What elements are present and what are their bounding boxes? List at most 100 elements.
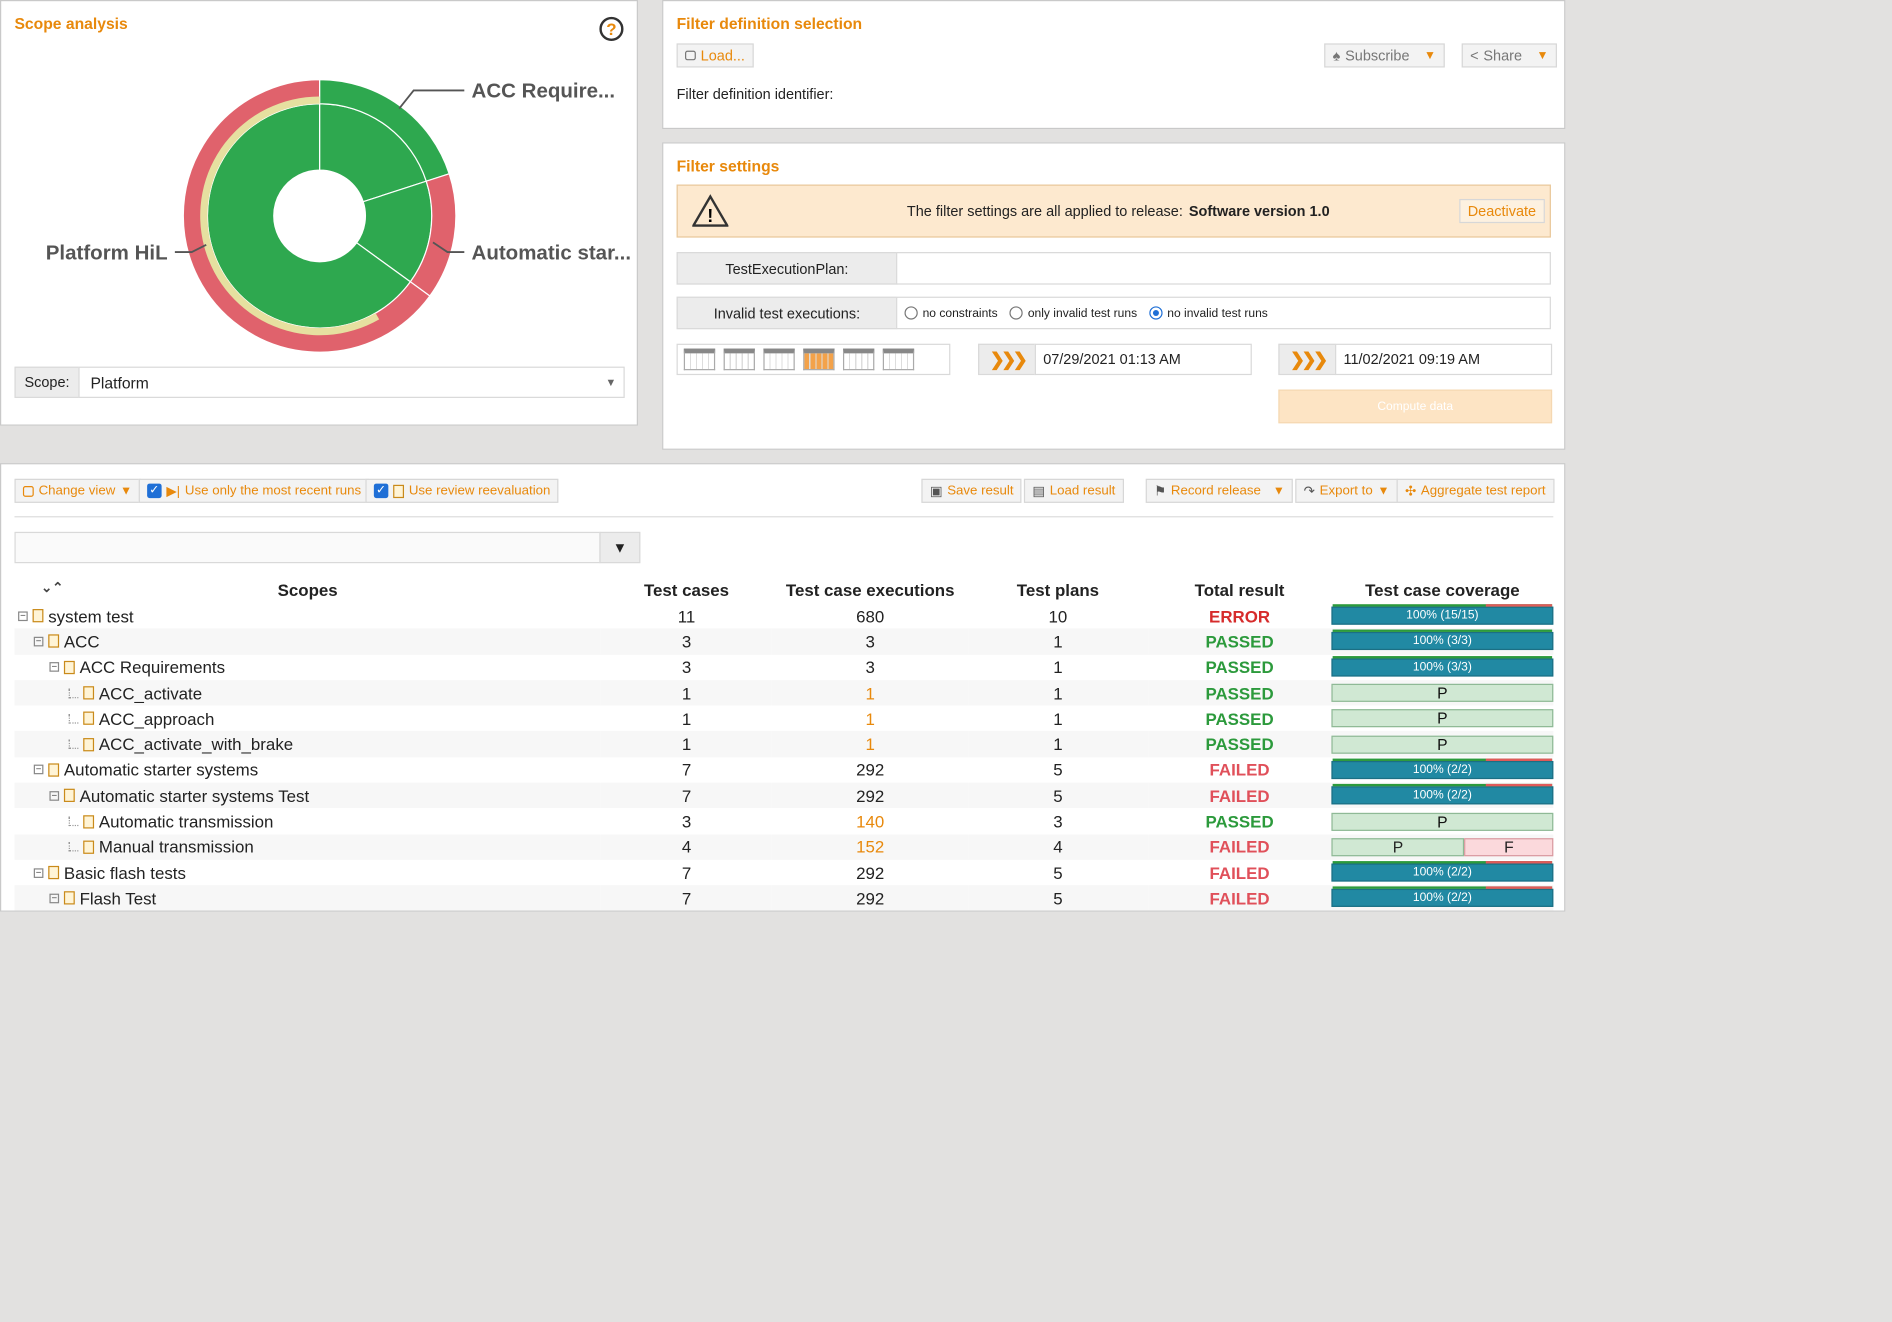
collapse-toggle-icon[interactable]: − (18, 610, 28, 621)
table-row[interactable]: ACC_activate 1 1 1 PASSED P (14, 680, 1554, 706)
test-cases-cell: 7 (681, 760, 692, 780)
executions-cell[interactable]: 292 (856, 760, 885, 780)
executions-cell[interactable]: 3 (865, 657, 875, 677)
review-reevaluation-toggle[interactable]: ✓ Use review reevaluation (365, 478, 559, 503)
scope-cell[interactable]: Automatic transmission (14, 808, 600, 834)
coverage-bar: 100% (2/2) (1331, 861, 1554, 882)
scope-cell[interactable]: − Automatic starter systems (14, 757, 600, 783)
radio-no-invalid[interactable]: no invalid test runs (1149, 305, 1268, 320)
executions-cell[interactable]: 152 (772, 834, 969, 860)
collapse-toggle-icon[interactable]: − (49, 893, 60, 904)
review-reeval-label: Use review reevaluation (408, 483, 551, 499)
executions-cell[interactable]: 292 (772, 885, 969, 911)
aggregate-label: Aggregate test report (1420, 483, 1546, 499)
change-view-button[interactable]: Change view ▼ (14, 478, 141, 503)
executions-cell[interactable]: 140 (856, 811, 885, 831)
test-plans-cell: 3 (968, 911, 1148, 912)
table-row[interactable]: − Flash Test 7 292 5 FAILED 100% (2/2) (14, 885, 1554, 911)
load-result-button[interactable]: ▤ Load result (1023, 478, 1124, 503)
warning-release: Software version 1.0 (1188, 202, 1330, 220)
calendar-month-icon[interactable] (803, 348, 835, 371)
radio-only-invalid[interactable]: only invalid test runs (1009, 305, 1137, 320)
col-coverage[interactable]: Test case coverage (1365, 580, 1520, 600)
calendar-quarter-icon[interactable] (842, 348, 875, 371)
executions-cell[interactable]: 292 (856, 863, 885, 883)
scope-cell[interactable]: ACC_approach (14, 706, 600, 732)
radio-no-constraints[interactable]: no constraints (904, 305, 998, 320)
scope-cell[interactable]: ACC_activate (14, 680, 601, 706)
filter-icon[interactable]: ▼ (599, 531, 641, 564)
executions-cell[interactable]: 1 (772, 731, 969, 758)
col-total-result[interactable]: Total result (1194, 580, 1285, 600)
deactivate-button[interactable]: Deactivate (1459, 198, 1545, 224)
col-test-cases[interactable]: Test cases (643, 580, 730, 600)
share-button[interactable]: < Share ▼ (1461, 43, 1557, 68)
test-execution-plan-field[interactable] (896, 252, 1551, 285)
expand-all-icon[interactable]: ⌄⌃ (41, 581, 64, 596)
executions-cell[interactable]: 1 (772, 680, 969, 706)
executions-cell[interactable]: 292 (772, 782, 969, 809)
scope-cell[interactable]: ACC_activate_with_brake (14, 731, 601, 758)
table-row[interactable]: − Automatic starter systems Test 7 292 5 FAIL… (14, 782, 1554, 809)
scope-icon (83, 711, 95, 726)
collapse-toggle-icon[interactable]: − (33, 867, 44, 878)
collapse-toggle-icon[interactable]: − (33, 636, 44, 647)
scope-cell[interactable]: − ACC Requirements (14, 654, 600, 680)
calendar-year-icon[interactable] (882, 348, 915, 371)
recent-runs-toggle[interactable]: ✓ ▶| Use only the most recent runs (138, 478, 370, 503)
radio-icon (1009, 305, 1024, 319)
executions-cell[interactable]: 1 (865, 708, 875, 729)
table-search-input[interactable] (14, 531, 601, 564)
col-scopes[interactable]: ⌄⌃ Scopes (14, 576, 600, 603)
coverage-text: P (1437, 683, 1448, 702)
table-row[interactable]: − system test 11 680 10 ERROR 100% (15/15) (14, 603, 1554, 629)
table-row[interactable]: − ACC Requirements 3 3 1 PASSED 100% (3/3) (14, 654, 1554, 680)
chart-slice-1-2[interactable] (182, 78, 431, 353)
record-release-button[interactable]: ⚑ Record release ▼ (1145, 478, 1294, 503)
executions-cell[interactable]: 140 (772, 911, 968, 912)
radio-selected-icon (1149, 305, 1163, 319)
collapse-toggle-icon[interactable]: − (33, 765, 44, 775)
scope-select[interactable]: Platform ▼ (78, 366, 625, 398)
executions-cell[interactable]: 3 (772, 628, 969, 655)
scope-cell[interactable]: Flash (14, 911, 600, 912)
table-row[interactable]: Automatic transmission 3 140 3 PASSED P (14, 808, 1554, 834)
executions-cell[interactable]: 680 (856, 606, 885, 626)
table-row[interactable]: Manual transmission 4 152 4 FAILED P F (14, 834, 1554, 860)
coverage-bar: 100% (2/2) (1331, 758, 1554, 779)
export-icon: ↷ (1303, 484, 1315, 499)
calendar-day-icon[interactable] (723, 348, 755, 371)
col-executions[interactable]: Test case executions (785, 580, 955, 600)
table-row[interactable]: − Basic flash tests 7 292 5 FAILED 100% (2/2) (14, 860, 1554, 886)
date-from-field[interactable]: 07/29/2021 01:13 AM (1034, 343, 1252, 376)
scope-cell[interactable]: − system test (14, 603, 600, 629)
collapse-toggle-icon[interactable]: − (49, 790, 60, 801)
collapse-toggle-icon[interactable]: − (49, 662, 60, 673)
question-circle-icon[interactable]: ? (599, 16, 624, 42)
calendar-back-icon[interactable] (683, 348, 716, 371)
col-test-plans[interactable]: Test plans (1016, 580, 1100, 600)
table-row[interactable]: − ACC 3 3 1 PASSED 100% (3/3) (14, 628, 1554, 655)
calendar-week-icon[interactable] (763, 348, 795, 371)
scope-cell[interactable]: − Basic flash tests (14, 860, 600, 886)
compute-data-button[interactable]: Compute data (1278, 389, 1553, 424)
load-filter-button[interactable]: Load... (676, 43, 754, 68)
clipboard-icon (393, 484, 405, 498)
table-row[interactable]: ACC_activate_with_brake 1 1 1 PASSED P (14, 731, 1554, 758)
table-row[interactable]: Flash31403PASSEDP (14, 911, 1553, 912)
scope-cell[interactable]: − Automatic starter systems Test (14, 782, 601, 809)
export-to-button[interactable]: ↷ Export to ▼ (1295, 478, 1398, 503)
date-to-field[interactable]: 11/02/2021 09:19 AM (1335, 343, 1553, 376)
table-row[interactable]: − Automatic starter systems 7 292 5 FAILED 100… (14, 757, 1554, 783)
aggregate-report-button[interactable]: ✣ Aggregate test report (1396, 478, 1555, 503)
scope-cell[interactable]: Manual transmission (14, 834, 601, 860)
save-result-button[interactable]: ▣ Save result (921, 478, 1023, 503)
scope-name: ACC_approach (98, 708, 215, 729)
scope-cell[interactable]: − ACC (14, 628, 601, 655)
scope-cell[interactable]: − Flash Test (14, 885, 601, 911)
load-result-label: Load result (1049, 483, 1116, 499)
subscribe-button[interactable]: ♠ Subscribe ▼ (1324, 43, 1445, 68)
view-icon (22, 485, 34, 497)
table-row[interactable]: ACC_approach 1 1 1 PASSED P (14, 706, 1554, 732)
total-result-cell: PASSED (1147, 680, 1332, 706)
